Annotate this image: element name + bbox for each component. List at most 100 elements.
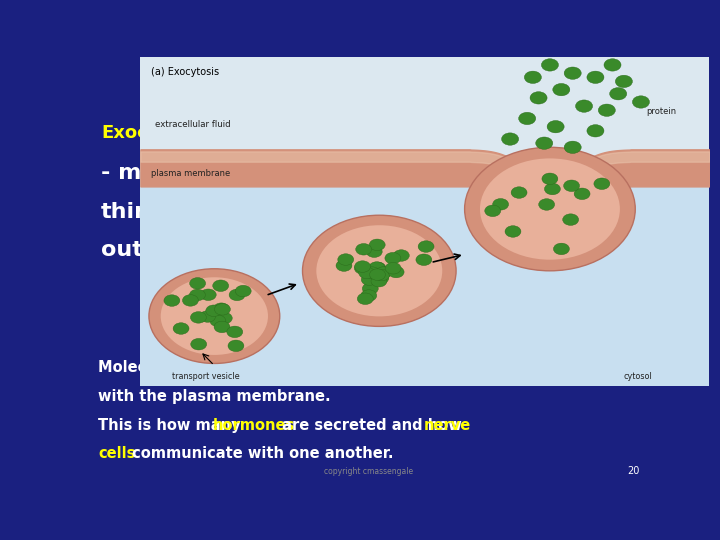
Circle shape [182,295,199,306]
Circle shape [541,59,559,71]
Text: with the plasma membrane.: with the plasma membrane. [99,389,331,404]
Circle shape [587,125,604,137]
Text: copyright cmassengale: copyright cmassengale [325,468,413,476]
Circle shape [189,278,206,289]
Text: that: that [402,360,446,375]
Text: communicate with one another.: communicate with one another. [127,446,394,461]
Circle shape [212,280,229,292]
Circle shape [587,71,604,84]
Circle shape [376,267,392,278]
Circle shape [199,310,215,322]
Circle shape [393,250,409,261]
Text: Moving the “Big Stuff”: Moving the “Big Stuff” [171,77,567,106]
Circle shape [356,244,372,255]
Text: out.: out. [101,240,151,260]
Circle shape [191,339,207,350]
Circle shape [228,340,244,352]
Text: plasma membrane: plasma membrane [150,169,230,178]
Circle shape [374,269,390,281]
Circle shape [213,303,230,314]
Circle shape [511,187,527,198]
Circle shape [416,254,432,266]
Circle shape [227,326,243,338]
Text: cells: cells [99,446,136,461]
Text: nerve: nerve [424,418,471,433]
Circle shape [216,312,233,324]
Circle shape [518,112,536,125]
Circle shape [373,272,389,284]
Circle shape [357,293,373,305]
Circle shape [338,254,354,265]
Text: are secreted and how: are secreted and how [276,418,467,433]
Circle shape [385,252,401,264]
Circle shape [464,147,635,271]
Text: fuse: fuse [436,360,472,375]
Circle shape [574,188,590,200]
Text: 20: 20 [627,467,639,476]
Circle shape [616,75,632,87]
Circle shape [542,173,558,185]
Bar [140,57,709,172]
Circle shape [161,277,268,355]
Circle shape [369,239,385,251]
Circle shape [316,225,442,316]
Circle shape [564,67,581,79]
Circle shape [354,261,371,272]
Circle shape [235,285,251,297]
Circle shape [361,274,377,285]
Circle shape [215,303,230,315]
Circle shape [553,84,570,96]
Circle shape [539,199,554,210]
Circle shape [210,315,226,327]
Text: things: things [101,202,180,222]
Circle shape [368,264,384,275]
Circle shape [388,266,404,278]
Circle shape [364,267,380,278]
Circle shape [632,96,649,108]
Circle shape [371,275,387,287]
Circle shape [149,269,280,363]
Circle shape [505,226,521,237]
Circle shape [564,141,581,153]
Circle shape [372,265,387,277]
Text: vesicles: vesicles [351,360,417,375]
Circle shape [369,269,385,280]
Circle shape [485,205,500,217]
Circle shape [502,133,518,145]
Text: transport vesicle: transport vesicle [171,372,239,381]
Circle shape [362,283,378,294]
Circle shape [359,267,374,279]
Text: of the cell by: of the cell by [259,360,377,375]
Circle shape [536,137,553,150]
Circle shape [336,260,352,272]
Circle shape [598,104,616,117]
Circle shape [544,183,560,195]
Text: Exocytosis: Exocytosis [101,124,208,143]
Circle shape [530,92,547,104]
Circle shape [480,158,620,260]
Text: (a) Exocytosis: (a) Exocytosis [150,67,219,77]
Circle shape [173,323,189,334]
Circle shape [191,312,207,323]
Circle shape [610,87,626,100]
Circle shape [361,290,377,301]
Circle shape [302,215,456,326]
Circle shape [554,243,570,255]
Circle shape [492,199,508,210]
Circle shape [200,289,216,301]
Circle shape [563,214,579,225]
Circle shape [369,262,384,273]
Circle shape [418,241,434,252]
Text: moved out: moved out [192,360,279,375]
Circle shape [164,295,180,306]
Circle shape [385,262,401,274]
Bar [140,172,709,386]
Circle shape [366,246,382,258]
Circle shape [370,262,386,274]
Circle shape [206,305,222,316]
Circle shape [575,100,593,112]
Text: This is how many: This is how many [99,418,246,433]
Text: extracellular fluid: extracellular fluid [155,120,230,129]
Text: - moving: - moving [101,163,211,183]
Circle shape [189,289,205,301]
